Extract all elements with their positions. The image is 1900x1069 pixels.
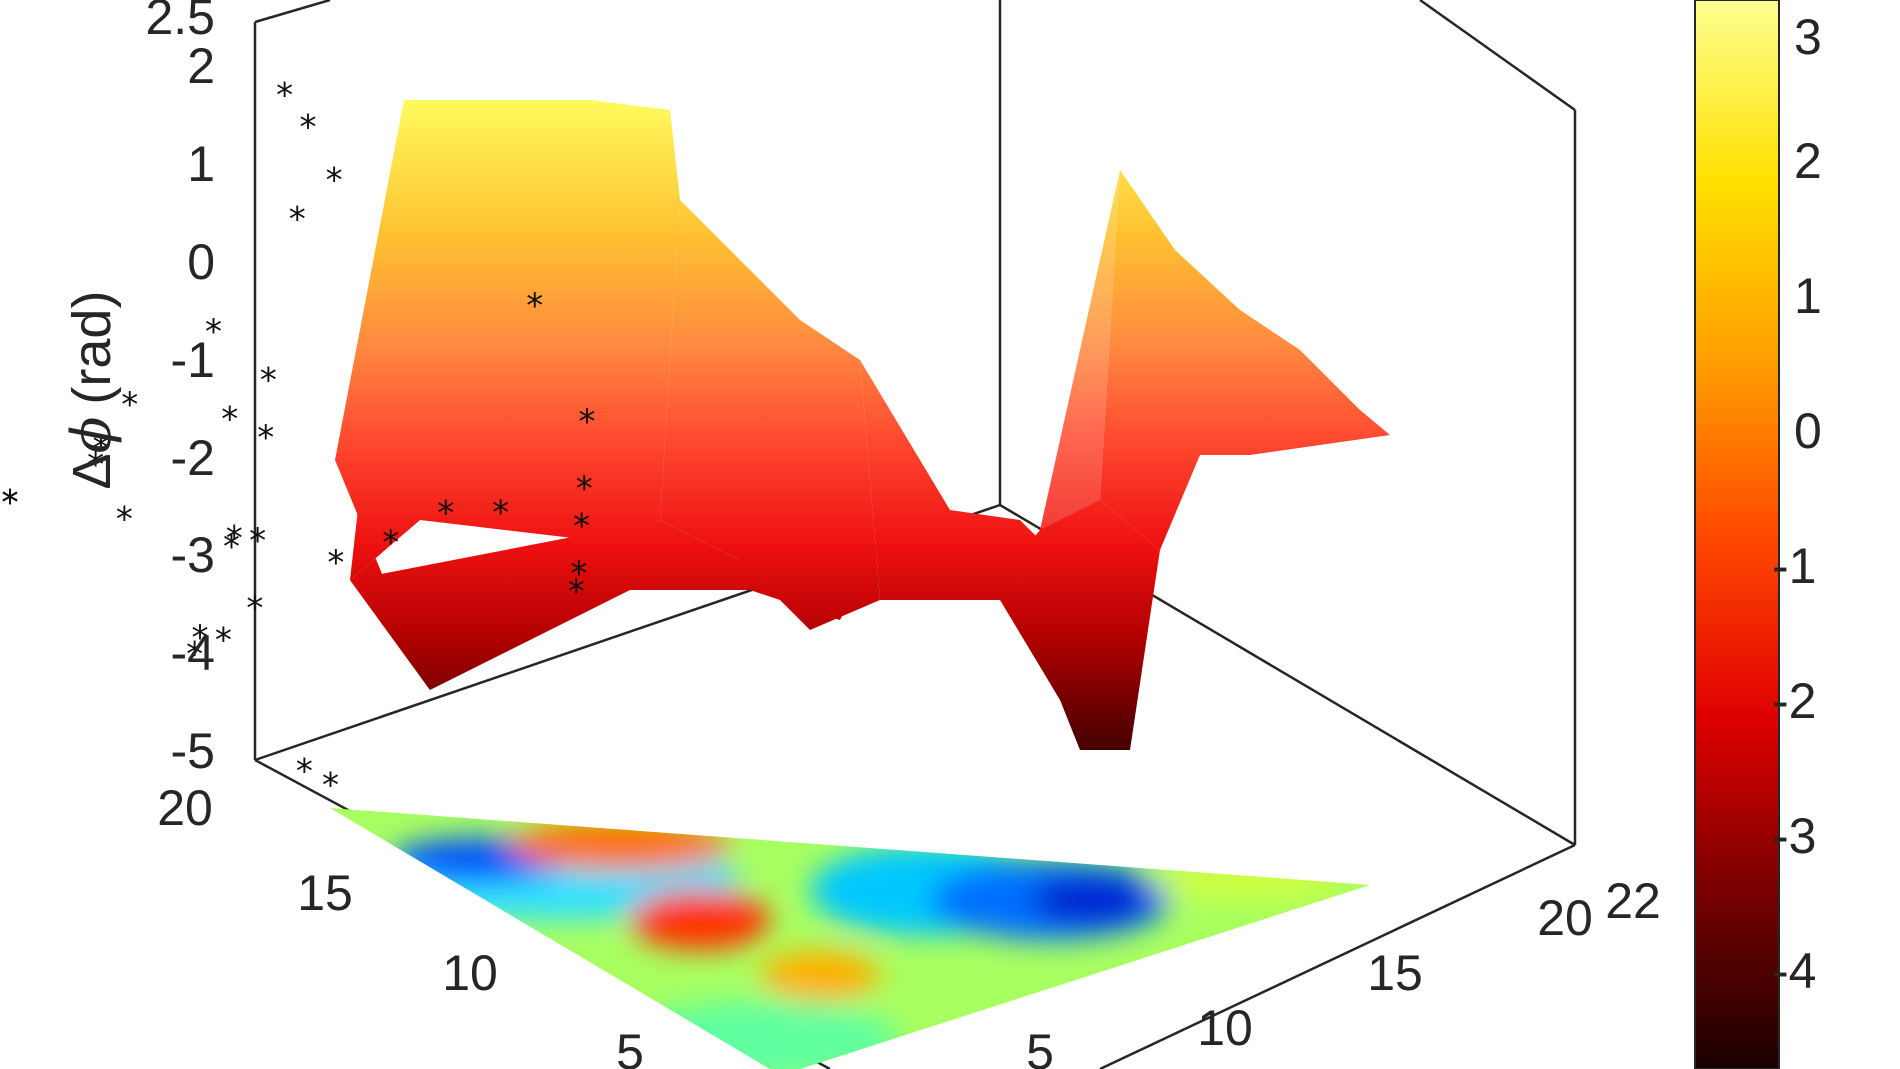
- surface-patch: [880, 500, 1160, 750]
- data-marker: *: [296, 752, 313, 792]
- data-marker: *: [437, 493, 454, 533]
- y-tick-label: 15: [297, 865, 353, 921]
- surface-patch: [860, 360, 1060, 600]
- top-right-edge: [1419, 0, 1576, 112]
- y-tick-label: 20: [157, 780, 213, 836]
- data-marker: *: [326, 161, 343, 201]
- colorbar-tick-label: -1: [1772, 538, 1816, 594]
- data-marker: *: [223, 527, 240, 567]
- surface-patch: [660, 200, 880, 630]
- colorbar: -4 -3 -2 -1 0 1 2 3: [1694, 0, 1822, 1069]
- y-tick-labels: 5 10 15 20: [157, 780, 644, 1069]
- data-marker: *: [257, 418, 274, 458]
- z-tick-label: 2.5: [145, 0, 215, 45]
- data-marker: *: [579, 402, 596, 442]
- x-tick-label: 22: [1605, 873, 1661, 929]
- surface-patch: [350, 520, 870, 690]
- colorbar-tick-label: 1: [1794, 268, 1822, 324]
- z-tick-label: -5: [171, 723, 215, 779]
- z-tick-label: 2: [187, 38, 215, 94]
- colorbar-tick-label: 3: [1794, 9, 1822, 65]
- data-marker: *: [573, 507, 590, 547]
- colorbar-tick-label: 2: [1794, 133, 1822, 189]
- data-marker: *: [276, 76, 293, 116]
- svg-text:Δϕ(rad): Δϕ (rad): [60, 291, 123, 490]
- data-marker: *: [576, 469, 593, 509]
- data-marker: *: [121, 385, 138, 425]
- z-tick-label: -4: [171, 625, 215, 681]
- z-tick-label: -2: [171, 430, 215, 486]
- data-marker: *: [322, 765, 339, 805]
- data-marker: *: [526, 286, 543, 326]
- data-marker: *: [260, 361, 277, 401]
- data-marker: *: [327, 543, 344, 583]
- data-marker: *: [87, 445, 104, 485]
- data-marker: *: [226, 519, 243, 559]
- z-label-unit: (rad): [62, 291, 122, 405]
- data-marker: *: [246, 588, 263, 628]
- data-marker: *: [382, 523, 399, 563]
- surface-patch: [1040, 170, 1120, 540]
- data-markers: **************** *** *** ** ** *******: [2, 76, 596, 806]
- z-tick-label: 0: [187, 234, 215, 290]
- y-tick-label: 5: [616, 1024, 644, 1069]
- data-marker: *: [289, 200, 306, 240]
- data-marker: *: [568, 572, 585, 612]
- x-tick-label: 10: [1197, 1000, 1253, 1056]
- data-marker: *: [215, 621, 232, 661]
- data-marker: *: [192, 618, 209, 658]
- z-tick-label: -1: [171, 332, 215, 388]
- z-axis-label: Δϕ (rad): [60, 291, 123, 490]
- z-label-delta: Δ: [62, 453, 122, 489]
- z-label-phi: ϕ: [60, 417, 123, 454]
- data-marker: *: [116, 500, 133, 540]
- y-axis-line: [1099, 843, 1576, 1069]
- surface-patch: [1100, 170, 1390, 550]
- x-tick-labels: 5 10 15 20 22: [1026, 873, 1661, 1069]
- colorbar-tick-label: -2: [1772, 673, 1816, 729]
- data-marker: *: [93, 429, 110, 469]
- surface: [335, 100, 1390, 750]
- colorbar-tick-label: 0: [1794, 403, 1822, 459]
- data-marker: *: [2, 483, 19, 523]
- x-tick-label: 5: [1026, 1024, 1054, 1069]
- colorbar-tick-label: -3: [1772, 808, 1816, 864]
- colorbar-tick-label: -4: [1772, 943, 1816, 999]
- z-tick-label: -3: [171, 527, 215, 583]
- z-tick-labels: -5 -4 -3 -2 -1 0 1 2 2.5: [145, 0, 215, 779]
- x-tick-label: 15: [1367, 945, 1423, 1001]
- data-marker: *: [570, 554, 587, 594]
- data-marker: *: [249, 521, 266, 561]
- top-left-edge: [254, 0, 331, 24]
- colorbar-fill: [1694, 0, 1780, 1069]
- z-tick-label: 1: [187, 136, 215, 192]
- x-tick-label: 20: [1537, 890, 1593, 946]
- data-marker: *: [300, 108, 317, 148]
- surface-patch: [590, 100, 680, 540]
- data-marker: *: [2, 483, 19, 523]
- surface-patch: [335, 100, 430, 690]
- data-marker: *: [221, 399, 238, 439]
- data-marker: *: [186, 635, 203, 675]
- data-marker: *: [205, 312, 222, 352]
- y-tick-label: 10: [442, 945, 498, 1001]
- data-marker: *: [492, 493, 509, 533]
